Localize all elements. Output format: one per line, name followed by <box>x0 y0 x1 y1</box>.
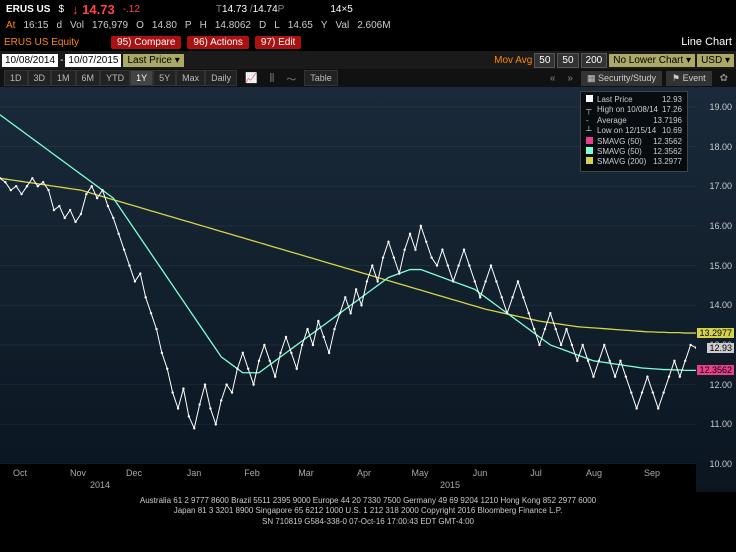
range-5Y[interactable]: 5Y <box>153 70 176 86</box>
action-bar: ERUS US Equity 95) Compare 96) Actions 9… <box>0 33 736 51</box>
security-study-button[interactable]: ▦ Security/Study <box>581 71 662 86</box>
edit-button[interactable]: 97) Edit <box>255 36 301 49</box>
ticker-label: ERUS US Equity <box>4 37 79 48</box>
actions-button[interactable]: 96) Actions <box>187 36 248 49</box>
line-icon[interactable]: ～ <box>282 69 300 88</box>
currency: $ <box>58 4 64 15</box>
date-bar: 10/08/2014 - 10/07/2015 Last Price ▾ Mov… <box>0 51 736 69</box>
mov-avg-label: Mov Avg <box>494 55 532 66</box>
size: 14×5 <box>330 4 353 15</box>
ma3-input[interactable]: 200 <box>581 53 608 68</box>
event-button[interactable]: ⚑ Event <box>666 71 712 86</box>
next-icon[interactable]: » <box>563 71 577 86</box>
range-1Y[interactable]: 1Y <box>130 70 153 86</box>
settings-icon[interactable]: ✿ <box>716 71 732 86</box>
range-6M[interactable]: 6M <box>76 70 101 86</box>
ma2-input[interactable]: 50 <box>557 53 578 68</box>
date-from-input[interactable]: 10/08/2014 <box>2 54 58 67</box>
chart-icon[interactable]: 📈 <box>241 71 261 86</box>
chart-type-label: Line Chart <box>681 36 732 48</box>
range-1D[interactable]: 1D <box>4 70 28 86</box>
range-1M[interactable]: 1M <box>51 70 76 86</box>
range-bar: 1D3D1M6MYTD1Y5YMaxDaily 📈 ⫼ ～ Table « » … <box>0 69 736 87</box>
symbol: ERUS US <box>6 4 50 15</box>
currency-dropdown[interactable]: USD ▾ <box>697 54 734 67</box>
range-Daily[interactable]: Daily <box>205 70 237 86</box>
prev-icon[interactable]: « <box>546 71 560 86</box>
last-price-dropdown[interactable]: Last Price ▾ <box>123 54 183 67</box>
chart-area[interactable]: Last Price12.93 ┬High on 10/08/1417.26 -… <box>0 87 736 492</box>
range-Max[interactable]: Max <box>176 70 205 86</box>
change: -.12 <box>123 4 140 15</box>
candle-icon[interactable]: ⫼ <box>266 71 279 86</box>
no-lower-dropdown[interactable]: No Lower Chart ▾ <box>609 54 695 67</box>
range-3D[interactable]: 3D <box>28 70 52 86</box>
table-button[interactable]: Table <box>304 70 338 86</box>
footer: Australia 61 2 9777 8600 Brazil 5511 239… <box>0 492 736 531</box>
compare-button[interactable]: 95) Compare <box>111 36 181 49</box>
range-YTD[interactable]: YTD <box>100 70 130 86</box>
legend: Last Price12.93 ┬High on 10/08/1417.26 -… <box>580 91 688 172</box>
ma1-input[interactable]: 50 <box>534 53 555 68</box>
quote-row2: At 16:15 d Vol176,979 O14.80P H14.8062D … <box>0 18 736 33</box>
quote-bar: ERUS US $ ↓ 14.73 -.12 T14.73 /14.74P 14… <box>0 0 736 18</box>
date-to-input[interactable]: 10/07/2015 <box>65 54 121 67</box>
bid-ask: T14.73 /14.74P <box>216 4 284 15</box>
last-price: ↓ 14.73 <box>72 2 115 17</box>
